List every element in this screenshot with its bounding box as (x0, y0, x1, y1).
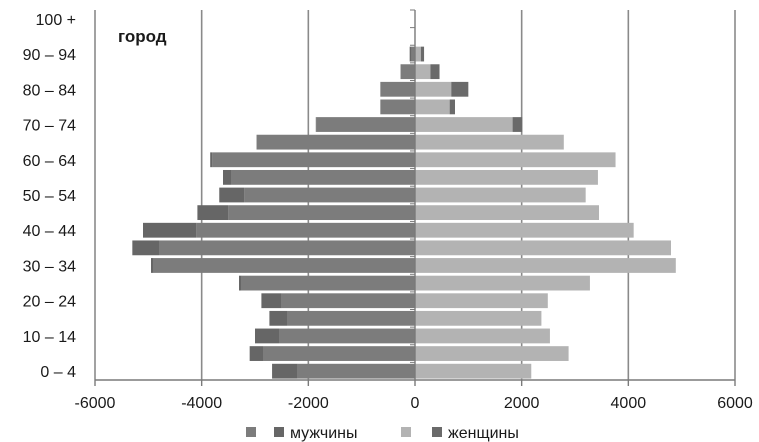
x-tick-label-1: -4000 (181, 395, 222, 412)
bar-s2-9 (415, 205, 599, 221)
bar-s2-0 (415, 363, 532, 379)
bar-s3-18 (420, 46, 425, 62)
bar-s0-15 (380, 99, 415, 115)
bar-s0-10 (244, 187, 415, 203)
legend-swatch-women (401, 427, 411, 437)
y-tick-label-2: 20 – 24 (23, 294, 76, 311)
bar-s1-6 (151, 258, 154, 273)
x-tick-label-5: 4000 (611, 395, 647, 412)
bar-s1-0 (272, 363, 298, 379)
bar-s0-16 (380, 81, 415, 97)
bar-s2-10 (415, 187, 586, 203)
y-tick-label-9: 90 – 94 (23, 47, 76, 64)
y-tick-label-10: 100 + (36, 12, 76, 29)
bar-s1-17 (400, 64, 402, 80)
bar-s1-12 (210, 152, 213, 168)
bar-s0-3 (287, 310, 415, 326)
bar-s0-0 (297, 363, 415, 379)
bar-s2-15 (415, 99, 450, 115)
bar-s2-12 (415, 152, 616, 168)
y-tick-label-1: 10 – 14 (23, 329, 76, 346)
bar-s0-2 (279, 328, 415, 344)
bar-s0-14 (316, 117, 415, 132)
bar-s2-17 (415, 64, 431, 80)
bar-s0-4 (281, 293, 415, 309)
x-tick-label-4: 2000 (504, 395, 540, 412)
axes (94, 9, 736, 386)
bar-s1-11 (223, 169, 231, 185)
legend-label-men: мужчины (290, 425, 358, 442)
bar-s0-8 (196, 222, 415, 238)
y-tick-label-8: 80 – 84 (23, 82, 76, 99)
bar-s0-13 (257, 134, 415, 150)
bar-s2-4 (415, 293, 548, 309)
x-tick-label-6: 6000 (717, 395, 753, 412)
y-tick-labels: 0 – 4 10 – 14 20 – 24 30 – 34 40 – 44 50 – 54… (23, 12, 76, 381)
bar-s1-10 (219, 187, 245, 203)
y-tick-label-5: 50 – 54 (23, 188, 76, 205)
bar-s2-16 (415, 81, 452, 97)
bar-s2-3 (415, 310, 542, 326)
bar-s1-8 (143, 222, 197, 238)
y-tick-label-4: 40 – 44 (23, 223, 76, 240)
y-tick-label-7: 70 – 74 (23, 118, 76, 135)
bar-s2-8 (415, 222, 634, 238)
bar-s1-13 (256, 134, 258, 150)
bar-s2-18 (415, 46, 421, 62)
bar-s3-16 (451, 81, 469, 97)
bar-s2-6 (415, 258, 676, 273)
bar-s2-1 (415, 346, 569, 361)
bar-s1-7 (132, 240, 159, 256)
x-tick-label-0: -6000 (75, 395, 116, 412)
bar-s1-1 (249, 346, 263, 361)
bar-s0-17 (401, 64, 415, 80)
bar-s0-12 (212, 152, 415, 168)
y-tick-label-3: 30 – 34 (23, 258, 76, 275)
bar-s0-1 (263, 346, 415, 361)
legend-swatch-men-main (246, 427, 256, 437)
bar-s2-7 (415, 240, 671, 256)
legend-swatch-men (274, 427, 284, 437)
bar-s1-5 (239, 275, 242, 291)
bar-s2-11 (415, 169, 598, 185)
x-tick-label-3: 0 (411, 395, 420, 412)
bar-s0-18 (411, 46, 415, 62)
x-tick-labels: -6000 -4000 -2000 0 2000 4000 6000 (75, 395, 753, 412)
bar-s1-14 (315, 117, 317, 132)
x-tick-label-2: -2000 (288, 395, 329, 412)
bars (132, 11, 676, 379)
bar-s0-9 (228, 205, 415, 221)
bar-s3-15 (449, 99, 455, 115)
legend: мужчины женщины (246, 425, 519, 442)
bar-s1-9 (197, 205, 229, 221)
y-tick-label-0: 0 – 4 (40, 364, 76, 381)
bar-s3-14 (512, 117, 523, 132)
bar-s0-6 (153, 258, 415, 273)
bar-s2-5 (415, 275, 590, 291)
legend-swatch-women-dark (432, 427, 442, 437)
bar-s2-2 (415, 328, 550, 344)
bar-s1-4 (261, 293, 282, 309)
bar-s0-11 (231, 169, 415, 185)
y-tick-label-6: 60 – 64 (23, 153, 76, 170)
bar-s1-18 (409, 46, 412, 62)
bar-s1-3 (269, 310, 287, 326)
bar-s3-17 (430, 64, 440, 80)
bar-s2-13 (415, 134, 564, 150)
bar-s0-7 (159, 240, 415, 256)
bar-s2-14 (415, 117, 513, 132)
legend-label-women: женщины (448, 425, 519, 442)
bar-s0-5 (241, 275, 415, 291)
chart-title: город (118, 27, 167, 46)
bar-s1-2 (255, 328, 279, 344)
